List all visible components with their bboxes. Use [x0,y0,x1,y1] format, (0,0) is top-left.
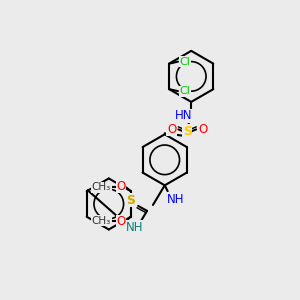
Text: NH: NH [167,193,184,206]
Text: Cl: Cl [179,57,190,67]
Text: HN: HN [175,109,192,122]
Text: O: O [116,180,126,193]
Text: NH: NH [125,221,143,234]
Text: O: O [116,215,126,228]
Text: S: S [183,125,192,138]
Text: Cl: Cl [179,86,190,96]
Text: CH₃: CH₃ [92,182,111,192]
Text: S: S [126,194,135,207]
Text: O: O [198,123,208,136]
Text: CH₃: CH₃ [92,216,111,226]
Text: O: O [167,123,176,136]
